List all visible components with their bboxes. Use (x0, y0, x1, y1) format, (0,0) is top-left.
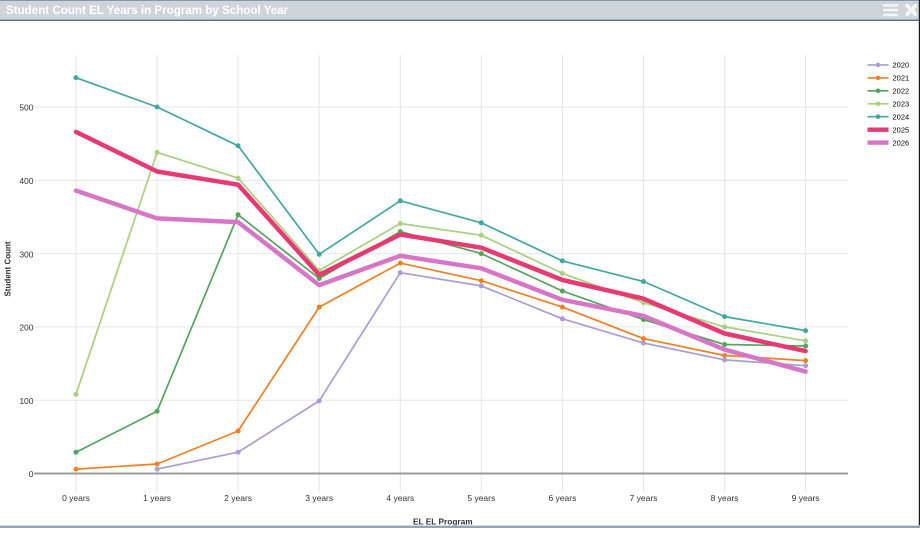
svg-text:2025: 2025 (893, 125, 910, 134)
svg-text:300: 300 (19, 249, 33, 259)
svg-text:Student Count EL Years in Prog: Student Count EL Years in Program by Sch… (6, 4, 289, 17)
svg-text:200: 200 (19, 323, 33, 333)
svg-text:2026: 2026 (893, 138, 910, 147)
svg-text:7 years: 7 years (630, 493, 658, 503)
svg-text:2 years: 2 years (224, 493, 252, 503)
svg-text:8 years: 8 years (711, 493, 739, 503)
svg-text:2022: 2022 (893, 87, 910, 96)
svg-text:Student Count: Student Count (4, 241, 13, 296)
svg-text:0: 0 (29, 469, 34, 479)
svg-text:100: 100 (19, 396, 33, 406)
svg-text:3 years: 3 years (305, 493, 333, 503)
svg-text:9 years: 9 years (792, 493, 820, 503)
svg-text:5 years: 5 years (467, 493, 495, 503)
svg-text:2020: 2020 (893, 61, 910, 70)
svg-text:2023: 2023 (893, 100, 910, 109)
svg-text:1 years: 1 years (143, 493, 171, 503)
svg-text:2021: 2021 (893, 74, 910, 83)
svg-text:EL EL Program: EL EL Program (413, 516, 473, 526)
svg-text:6 years: 6 years (548, 493, 576, 503)
svg-text:500: 500 (19, 103, 33, 113)
svg-text:0 years: 0 years (62, 493, 90, 503)
svg-text:400: 400 (19, 176, 33, 186)
svg-text:2024: 2024 (893, 112, 910, 121)
svg-text:4 years: 4 years (386, 493, 414, 503)
